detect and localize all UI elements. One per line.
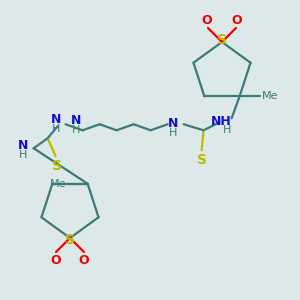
Text: N: N [50, 113, 61, 126]
Text: Me: Me [50, 179, 66, 189]
Text: H: H [51, 124, 60, 134]
Text: H: H [71, 125, 80, 135]
Text: N: N [70, 114, 81, 127]
Text: H: H [168, 128, 177, 138]
Text: O: O [79, 254, 89, 268]
Text: S: S [52, 159, 61, 173]
Text: S: S [65, 233, 75, 247]
Text: S: S [217, 33, 227, 47]
Text: O: O [232, 14, 242, 26]
Text: Me: Me [261, 91, 278, 101]
Text: N: N [167, 117, 178, 130]
Text: H: H [222, 125, 231, 135]
Text: O: O [202, 14, 212, 26]
Text: O: O [51, 254, 61, 268]
Text: NH: NH [211, 115, 232, 128]
Text: S: S [196, 153, 207, 167]
Text: H: H [18, 150, 27, 160]
Text: N: N [17, 139, 28, 152]
